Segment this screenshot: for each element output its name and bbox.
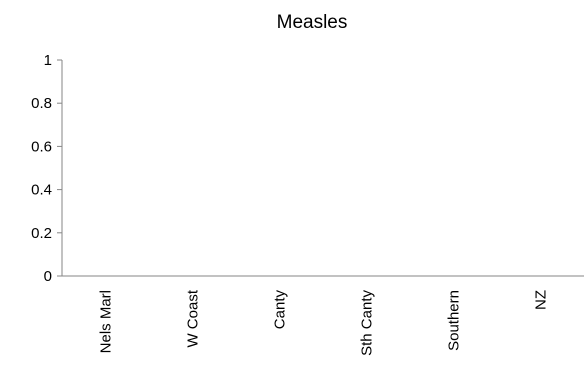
x-tick-label: Canty — [272, 290, 289, 330]
y-tick-label: 0.6 — [31, 138, 52, 155]
x-tick-label: Nels Marl — [98, 290, 115, 353]
x-axis-ticks: Nels Marl W Coast Canty Sth Canty Southern NZ — [98, 289, 550, 356]
x-tick-label: Sth Canty — [359, 290, 376, 356]
y-tick-label: 0 — [44, 268, 52, 285]
chart-title: Measles — [277, 12, 348, 33]
x-tick-label: Southern — [446, 290, 463, 351]
x-tick-label: NZ — [533, 290, 550, 310]
x-tick-label: W Coast — [185, 289, 202, 347]
y-tick-label: 0.4 — [31, 182, 52, 199]
y-axis-ticks: 0 0.2 0.4 0.6 0.8 1 — [31, 52, 62, 285]
y-tick-label: 1 — [44, 52, 52, 69]
y-tick-label: 0.2 — [31, 225, 52, 242]
y-tick-label: 0.8 — [31, 95, 52, 112]
